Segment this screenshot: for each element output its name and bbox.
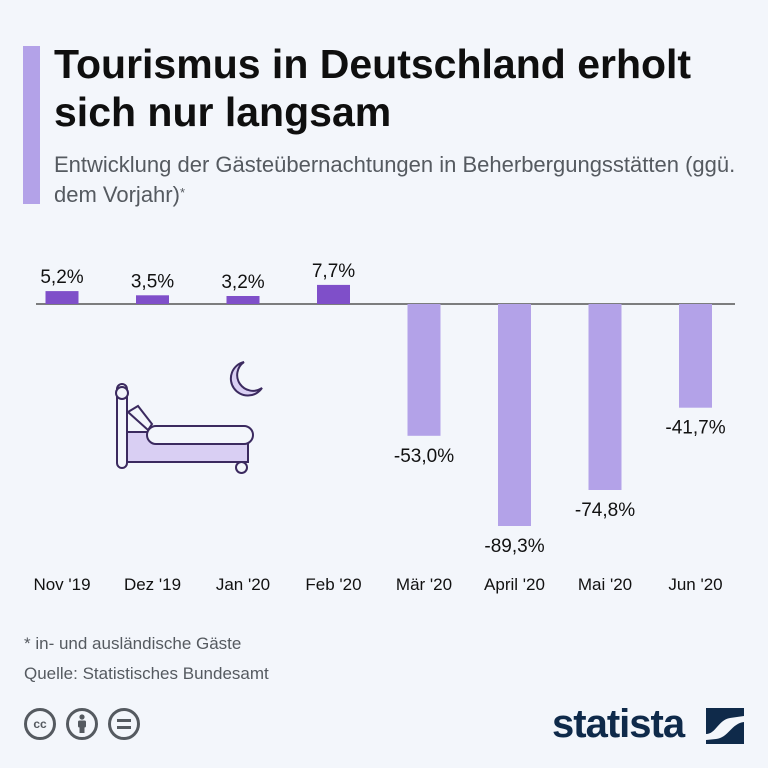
category-label: Jan '20	[216, 575, 270, 594]
moon-icon	[229, 361, 263, 397]
value-labels-group: 5,2% 3,5% 3,2% 7,7% -53,0% -89,3% -74,8% -41,7%	[40, 261, 725, 557]
category-label: Mai '20	[578, 575, 632, 594]
subtitle-text: Entwicklung der Gästeübernachtungen in B…	[54, 152, 736, 207]
bed-icon	[115, 383, 254, 474]
source: Quelle: Statistisches Bundesamt	[24, 664, 269, 683]
chart-subtitle: Entwicklung der Gästeübernachtungen in B…	[54, 150, 754, 210]
bar	[226, 296, 260, 304]
bar	[679, 304, 712, 408]
license-icons: cc	[24, 708, 140, 740]
equals-icon	[117, 719, 131, 729]
bar-value-label: 3,5%	[131, 271, 174, 292]
cc-icon[interactable]: cc	[24, 708, 56, 740]
bar-value-label: -41,7%	[665, 418, 725, 439]
category-labels-group: Nov '19 Dez '19 Jan '20 Feb '20 Mär '20 April…	[33, 575, 722, 594]
category-label: Feb '20	[305, 575, 361, 594]
bar-value-label: -89,3%	[484, 536, 544, 557]
category-label: Mär '20	[396, 575, 452, 594]
nd-icon[interactable]	[108, 708, 140, 740]
brand-logo[interactable]: statista	[552, 702, 685, 746]
accent-bar	[23, 46, 40, 204]
bar	[317, 284, 350, 304]
person-icon	[78, 714, 86, 733]
bar-value-label: 7,7%	[312, 261, 355, 282]
bar	[45, 291, 79, 304]
bar-value-label: -74,8%	[575, 500, 635, 521]
bars-group	[45, 284, 712, 526]
footnote: * in- und ausländische Gäste	[24, 634, 242, 653]
subtitle-footnote-mark: *	[179, 185, 186, 200]
category-label: Dez '19	[124, 575, 181, 594]
category-label: Jun '20	[668, 575, 722, 594]
bar-value-label: -53,0%	[394, 446, 454, 467]
bar-value-label: 3,2%	[221, 272, 264, 293]
category-label: April '20	[484, 575, 545, 594]
bar	[588, 304, 622, 490]
cc-icon-text: cc	[33, 717, 47, 731]
by-icon[interactable]	[66, 708, 98, 740]
bar	[407, 304, 441, 436]
bar	[498, 304, 531, 526]
bar	[136, 295, 169, 304]
category-label: Nov '19	[33, 575, 90, 594]
chart-title: Tourismus in Deutschland erholt sich nur…	[54, 41, 692, 135]
statista-logo-icon	[706, 708, 744, 744]
bar-value-label: 5,2%	[40, 267, 83, 288]
